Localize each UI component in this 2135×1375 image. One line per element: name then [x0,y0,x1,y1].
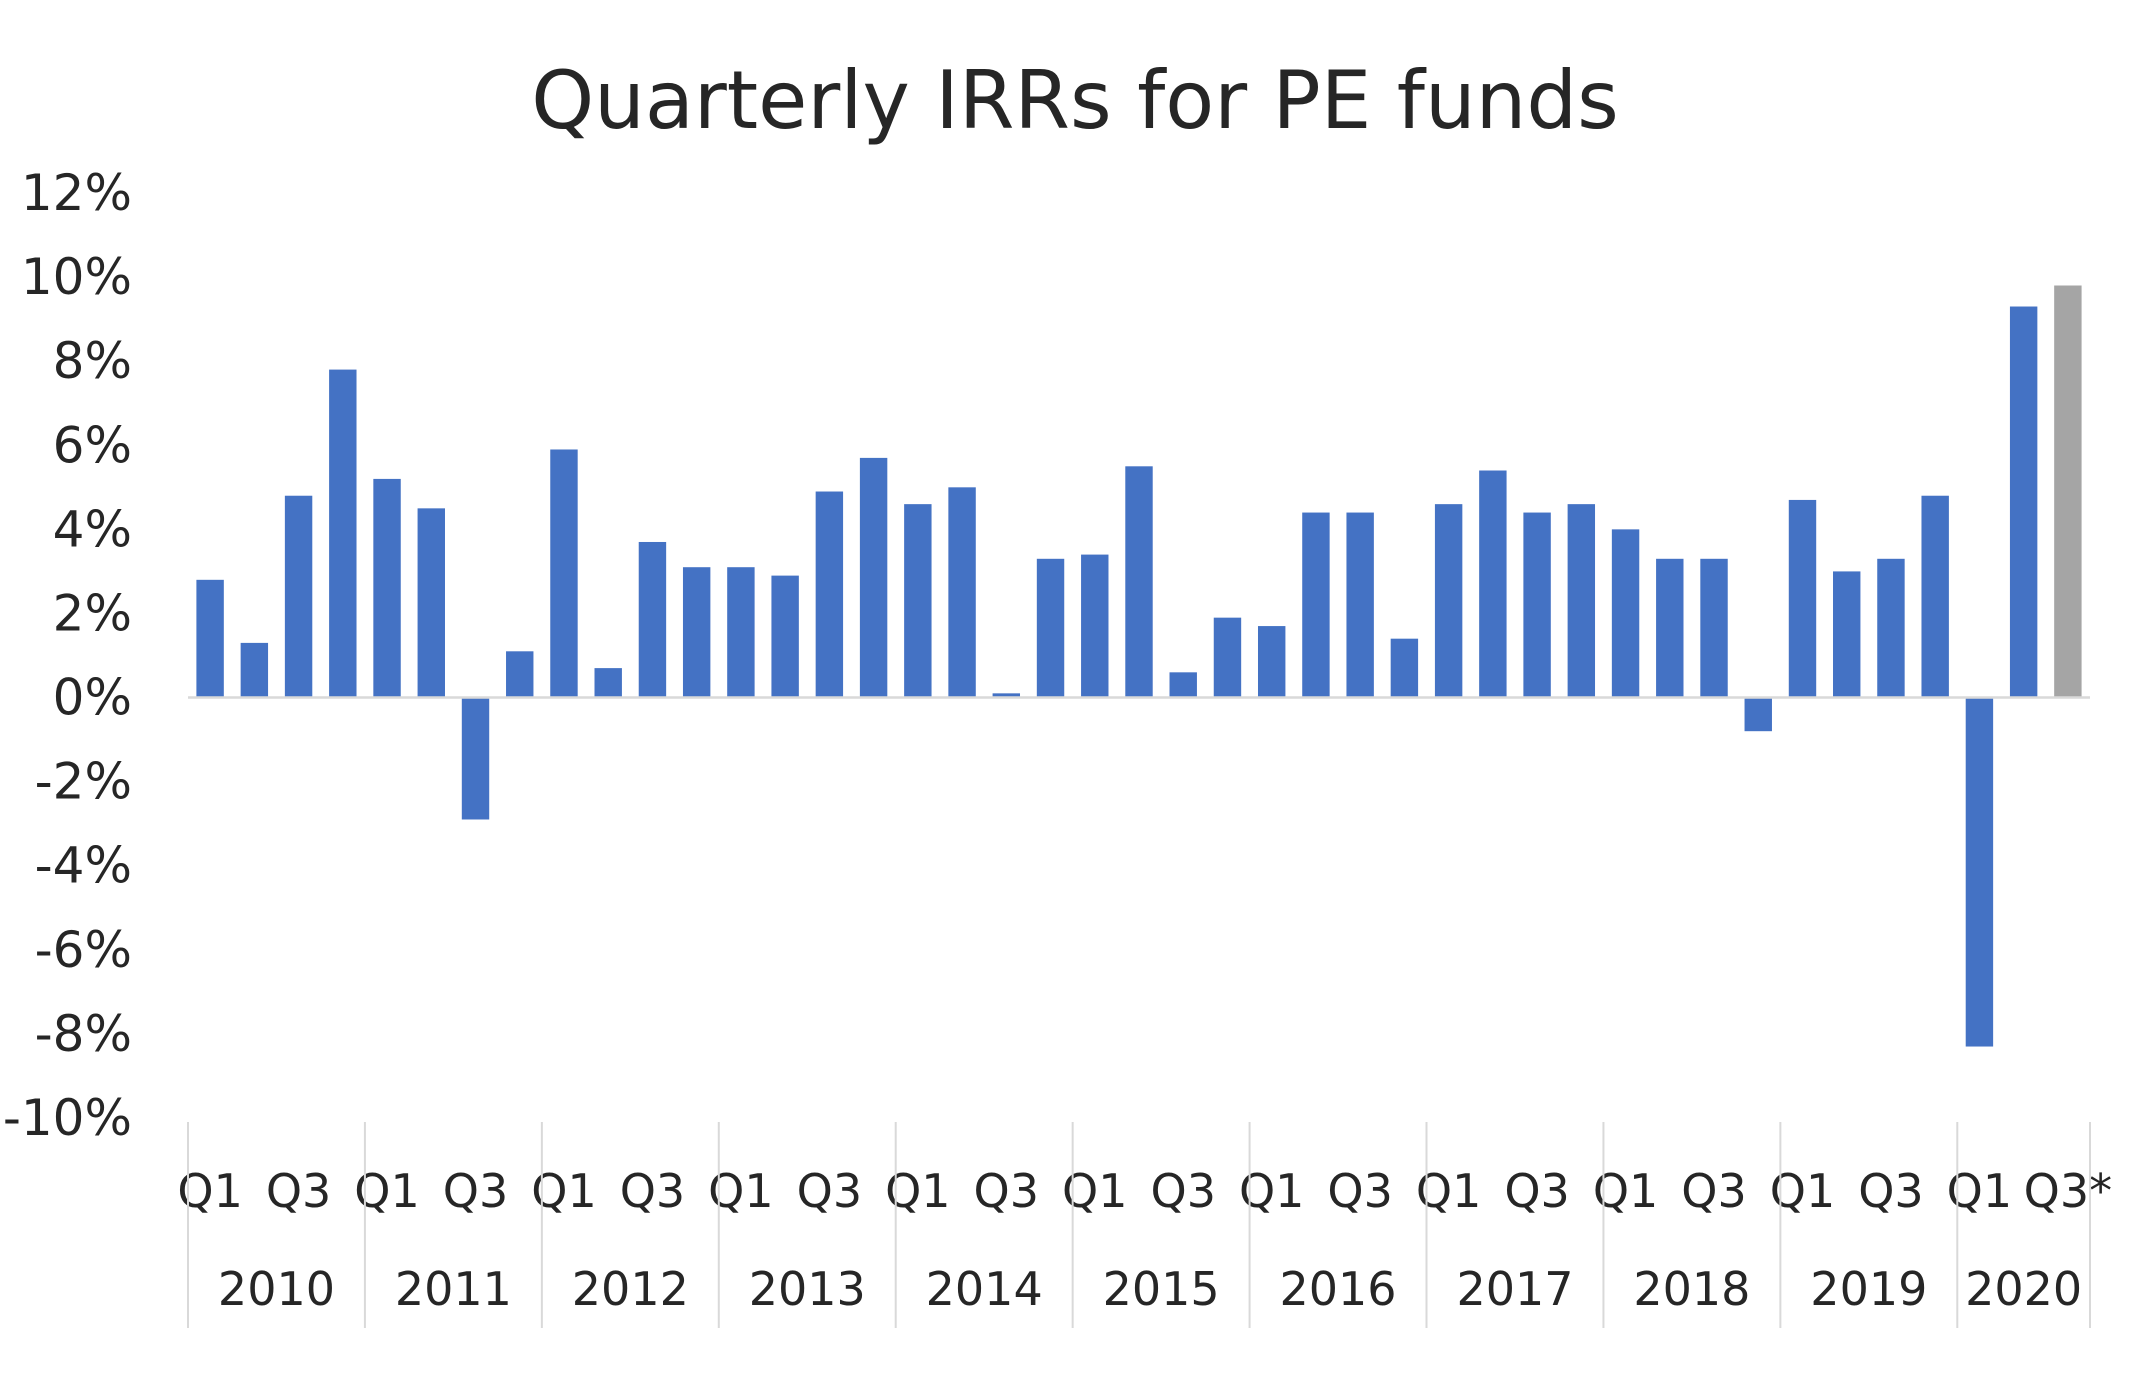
y-tick-label: 6% [53,416,132,474]
y-tick-label: 0% [53,669,132,727]
bar-2015-q3 [1169,672,1197,698]
y-tick-label: 2% [53,584,132,642]
y-tick-label: 10% [21,248,132,306]
x-quarter-label: Q3* [2024,1164,2112,1218]
x-quarter-label: Q3 [266,1164,331,1218]
bar-2019-q4 [1921,495,1949,698]
bar-2010-q4 [329,369,357,698]
bar-2017-q4 [1567,504,1596,698]
y-tick-label: 8% [53,332,132,390]
y-tick-label: -10% [3,1089,132,1147]
x-quarter-label: Q3 [1858,1164,1923,1218]
bar-2012-q2 [594,668,622,698]
y-tick-label: -2% [35,753,132,811]
x-quarter-label: Q3 [797,1164,862,1218]
bar-2014-q2 [948,487,976,698]
x-year-label: 2011 [395,1262,512,1316]
bar-2017-q3 [1523,512,1551,698]
bar-2015-q4 [1213,617,1242,698]
bar-2013-q4 [859,457,888,698]
x-quarter-label: Q3 [1150,1164,1215,1218]
bar-2016-q4 [1390,638,1419,698]
x-year-label: 2010 [218,1262,335,1316]
bar-2019-q1 [1788,499,1817,698]
bar-2019-q2 [1833,571,1861,698]
bar-2017-q1 [1434,504,1463,698]
bar-2016-q3 [1346,512,1374,698]
bar-2018-q3 [1700,558,1728,698]
bar-2011-q3 [461,697,490,820]
bar-2013-q2 [771,575,799,698]
y-tick-label: 12% [21,164,132,222]
x-quarter-label: Q3 [620,1164,685,1218]
y-tick-label: -4% [35,837,132,895]
bar-2017-q2 [1479,470,1507,698]
bar-2015-q1 [1081,554,1109,698]
bar-2018-q2 [1656,558,1684,698]
bar-2012-q4 [682,567,711,698]
bar-2012-q1 [550,449,578,698]
bar-2012-q3 [638,541,667,698]
x-year-label: 2018 [1633,1262,1750,1316]
bar-2013-q3 [815,491,844,698]
x-quarter-label: Q3 [443,1164,508,1218]
bar-2011-q1 [373,478,401,698]
x-year-label: 2020 [1965,1262,2082,1316]
bar-2016-q2 [1302,512,1330,698]
bar-2011-q2 [417,508,445,698]
bar-2014-q4 [1036,558,1065,698]
bar-2018-q4 [1744,697,1772,732]
x-year-label: 2013 [749,1262,866,1316]
bar-2020-q2 [2009,306,2038,698]
y-axis-ticks: 12% 10% 8% 6% 4% 2% 0% -2% -4% -6% -8% -10% [3,164,132,1147]
x-quarter-label: Q3 [1681,1164,1746,1218]
bar-2016-q1 [1257,626,1286,698]
bar-2015-q2 [1125,466,1153,698]
bar-2018-q1 [1611,529,1640,698]
bar-series [196,285,2082,1047]
x-year-label: 2015 [1103,1262,1220,1316]
x-year-label: 2014 [926,1262,1043,1316]
x-year-label: 2016 [1280,1262,1397,1316]
bar-2010-q1 [196,579,224,698]
x-quarter-label: Q3 [1504,1164,1569,1218]
x-quarter-label: Q3 [974,1164,1039,1218]
bar-2020-q3 [2054,285,2082,698]
bar-2010-q2 [240,642,269,698]
bar-2010-q3 [284,495,313,698]
bar-2014-q3 [992,693,1021,698]
chart-title: Quarterly IRRs for PE funds [531,54,1619,147]
x-year-label: 2017 [1456,1262,1573,1316]
bar-2020-q1 [1965,697,1994,1047]
bar-2019-q3 [1877,558,1905,698]
x-year-label: 2019 [1810,1262,1927,1316]
bar-2013-q1 [727,567,755,698]
bar-2011-q4 [506,651,534,698]
bar-2014-q1 [904,504,932,698]
y-tick-label: 4% [53,500,132,558]
x-quarter-label: Q3 [1327,1164,1392,1218]
x-year-label: 2012 [572,1262,689,1316]
y-tick-label: -8% [35,1005,132,1063]
y-tick-label: -6% [35,921,132,979]
